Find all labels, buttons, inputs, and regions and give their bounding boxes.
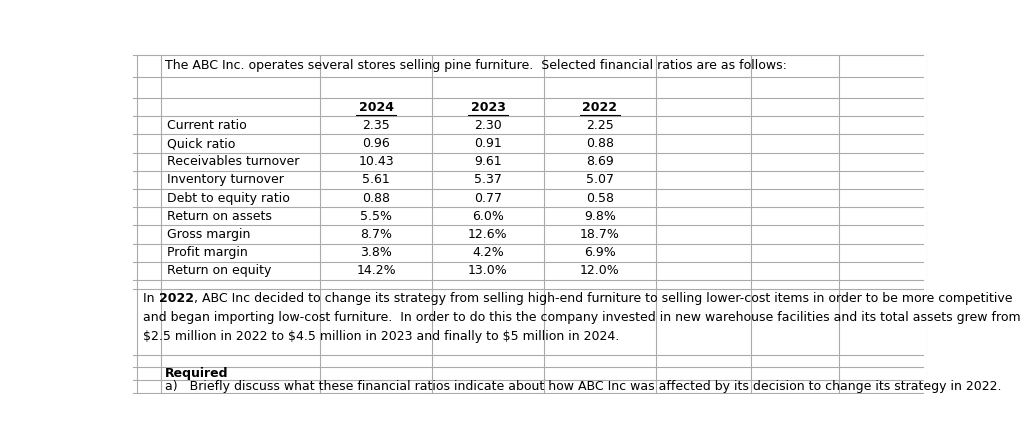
Text: 2022: 2022 bbox=[582, 101, 617, 114]
Text: , ABC Inc decided to change its strategy from selling high-end furniture to sell: , ABC Inc decided to change its strategy… bbox=[194, 292, 1012, 306]
Text: 10.43: 10.43 bbox=[358, 155, 394, 168]
Text: In: In bbox=[143, 292, 159, 306]
Text: Required: Required bbox=[165, 367, 229, 380]
Text: 9.61: 9.61 bbox=[474, 155, 502, 168]
Text: 12.0%: 12.0% bbox=[580, 264, 620, 277]
Text: 5.5%: 5.5% bbox=[360, 210, 392, 223]
Text: 2024: 2024 bbox=[358, 101, 393, 114]
Text: a)   Briefly discuss what these financial ratios indicate about how ABC Inc was : a) Briefly discuss what these financial … bbox=[165, 380, 1001, 393]
Text: Profit margin: Profit margin bbox=[167, 246, 248, 259]
Text: 0.88: 0.88 bbox=[586, 137, 614, 150]
Text: The ABC Inc. operates several stores selling pine furniture.  Selected financial: The ABC Inc. operates several stores sel… bbox=[165, 59, 787, 73]
Text: 3.8%: 3.8% bbox=[360, 246, 392, 259]
Text: 2.35: 2.35 bbox=[363, 119, 390, 132]
Text: 8.69: 8.69 bbox=[586, 155, 614, 168]
Text: Current ratio: Current ratio bbox=[167, 119, 247, 132]
Text: 13.0%: 13.0% bbox=[468, 264, 508, 277]
Text: 5.07: 5.07 bbox=[586, 174, 614, 187]
Text: 2.30: 2.30 bbox=[474, 119, 502, 132]
Text: Receivables turnover: Receivables turnover bbox=[167, 155, 300, 168]
Text: Debt to equity ratio: Debt to equity ratio bbox=[167, 192, 289, 205]
Text: 2.25: 2.25 bbox=[586, 119, 614, 132]
Text: 2023: 2023 bbox=[471, 101, 506, 114]
Text: 0.96: 0.96 bbox=[363, 137, 390, 150]
Text: and began importing low-cost furniture.  In order to do this the company investe: and began importing low-cost furniture. … bbox=[143, 311, 1021, 324]
Text: 12.6%: 12.6% bbox=[469, 228, 508, 241]
Text: 2022: 2022 bbox=[159, 292, 194, 306]
Text: Gross margin: Gross margin bbox=[167, 228, 250, 241]
Text: Inventory turnover: Inventory turnover bbox=[167, 174, 284, 187]
Text: 18.7%: 18.7% bbox=[580, 228, 620, 241]
Text: 6.0%: 6.0% bbox=[472, 210, 504, 223]
Text: Return on assets: Return on assets bbox=[167, 210, 272, 223]
Text: Return on equity: Return on equity bbox=[167, 264, 272, 277]
Text: 5.61: 5.61 bbox=[363, 174, 390, 187]
Text: 9.8%: 9.8% bbox=[584, 210, 616, 223]
Text: 14.2%: 14.2% bbox=[356, 264, 396, 277]
Text: 8.7%: 8.7% bbox=[360, 228, 392, 241]
Text: 5.37: 5.37 bbox=[474, 174, 502, 187]
Text: Quick ratio: Quick ratio bbox=[167, 137, 236, 150]
Text: 4.2%: 4.2% bbox=[472, 246, 504, 259]
Text: 0.58: 0.58 bbox=[586, 192, 614, 205]
Text: 0.88: 0.88 bbox=[363, 192, 390, 205]
Text: 0.77: 0.77 bbox=[474, 192, 502, 205]
Text: 0.91: 0.91 bbox=[474, 137, 502, 150]
Text: $2.5 million in 2022 to $4.5 million in 2023 and finally to $5 million in 2024.: $2.5 million in 2022 to $4.5 million in … bbox=[143, 330, 619, 343]
Text: 6.9%: 6.9% bbox=[584, 246, 616, 259]
